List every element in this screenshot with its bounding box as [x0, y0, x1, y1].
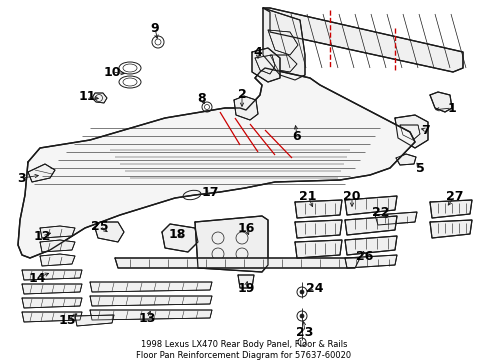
Text: 4: 4 [253, 45, 262, 58]
Text: 21: 21 [299, 189, 316, 202]
Polygon shape [195, 216, 267, 272]
Text: 11: 11 [78, 90, 96, 104]
Polygon shape [40, 254, 75, 266]
Text: 25: 25 [91, 220, 108, 233]
Text: 6: 6 [292, 130, 301, 143]
Polygon shape [40, 240, 75, 252]
Circle shape [299, 314, 304, 318]
Polygon shape [90, 282, 212, 292]
Text: 27: 27 [446, 189, 463, 202]
Text: 16: 16 [237, 221, 254, 234]
Polygon shape [75, 315, 114, 326]
Polygon shape [234, 96, 258, 120]
Polygon shape [40, 226, 75, 238]
Polygon shape [28, 164, 55, 182]
Polygon shape [429, 200, 471, 218]
Polygon shape [345, 196, 396, 215]
Polygon shape [22, 284, 82, 294]
Polygon shape [162, 224, 198, 252]
Polygon shape [294, 220, 341, 238]
Polygon shape [92, 93, 107, 103]
Polygon shape [345, 236, 396, 255]
Polygon shape [22, 270, 82, 280]
Text: 17: 17 [201, 185, 218, 198]
Text: 1: 1 [447, 102, 455, 114]
Text: 15: 15 [58, 314, 76, 327]
Polygon shape [263, 8, 462, 72]
Text: 8: 8 [197, 93, 206, 105]
Text: 24: 24 [305, 282, 323, 294]
Polygon shape [345, 216, 396, 235]
Polygon shape [429, 92, 451, 112]
Text: 18: 18 [168, 228, 185, 240]
Polygon shape [251, 48, 280, 82]
Text: 26: 26 [356, 249, 373, 262]
Text: 2: 2 [237, 89, 246, 102]
Text: 9: 9 [150, 22, 159, 35]
Text: 19: 19 [237, 282, 254, 294]
Text: 3: 3 [18, 171, 26, 184]
Polygon shape [294, 200, 341, 218]
Polygon shape [115, 258, 359, 268]
Text: 7: 7 [421, 123, 429, 136]
Polygon shape [238, 275, 253, 288]
Polygon shape [90, 310, 212, 320]
Polygon shape [263, 8, 305, 80]
Polygon shape [95, 222, 124, 242]
Text: 22: 22 [371, 207, 389, 220]
Text: 5: 5 [415, 162, 424, 175]
Polygon shape [18, 68, 414, 258]
Text: 1998 Lexus LX470 Rear Body Panel, Floor & Rails
Floor Pan Reinforcement Diagram : 1998 Lexus LX470 Rear Body Panel, Floor … [136, 339, 351, 360]
Polygon shape [394, 115, 427, 148]
Polygon shape [345, 255, 396, 268]
Polygon shape [374, 212, 416, 225]
Circle shape [299, 290, 304, 294]
Polygon shape [22, 312, 82, 322]
Text: 20: 20 [343, 189, 360, 202]
Text: 14: 14 [28, 271, 46, 284]
Polygon shape [90, 296, 212, 306]
Text: 23: 23 [296, 325, 313, 338]
Polygon shape [395, 154, 415, 165]
Text: 10: 10 [103, 66, 121, 78]
Text: 13: 13 [138, 311, 155, 324]
Polygon shape [429, 220, 471, 238]
Polygon shape [294, 240, 341, 258]
Text: 12: 12 [33, 230, 51, 243]
Polygon shape [22, 298, 82, 308]
